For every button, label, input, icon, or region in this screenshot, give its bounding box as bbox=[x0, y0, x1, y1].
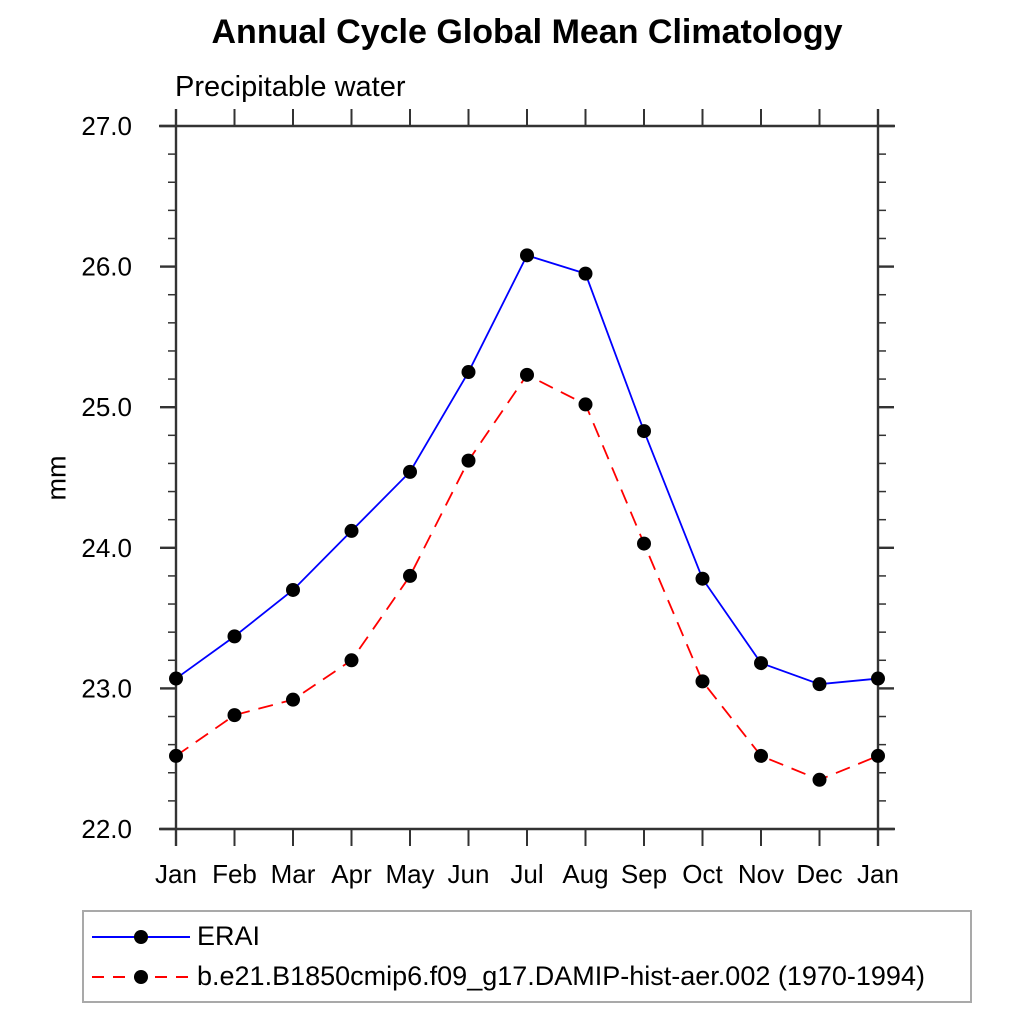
plot-frame bbox=[159, 109, 895, 846]
data-point-marker bbox=[520, 367, 534, 382]
x-axis-tick-label: Jan bbox=[857, 859, 899, 889]
x-axis-tick-label: Nov bbox=[738, 859, 784, 889]
data-point-marker bbox=[578, 266, 593, 281]
chart-title: Annual Cycle Global Mean Climatology bbox=[211, 13, 843, 51]
y-axis-tick-label: 26.0 bbox=[81, 252, 132, 282]
y-axis-tick-label: 22.0 bbox=[81, 814, 132, 844]
x-axis-tick-label: Sep bbox=[621, 859, 667, 889]
x-axis-tick-label: Jul bbox=[510, 859, 543, 889]
data-point-marker bbox=[812, 677, 827, 692]
x-axis-ticks bbox=[175, 109, 879, 846]
data-point-marker bbox=[286, 692, 300, 707]
series-line-0 bbox=[175, 254, 879, 686]
legend-label: b.e21.B1850cmip6.f09_g17.DAMIP-hist-aer.… bbox=[197, 961, 925, 991]
data-point-marker bbox=[695, 571, 710, 586]
x-axis-tick-label: Feb bbox=[212, 859, 257, 889]
legend-item: ERAI bbox=[89, 921, 970, 952]
y-axis-tick-label: 23.0 bbox=[81, 673, 132, 703]
x-axis-tick-label: Apr bbox=[331, 859, 372, 889]
series-markers-1 bbox=[169, 367, 885, 787]
data-point-marker bbox=[637, 536, 651, 551]
data-point-marker bbox=[871, 671, 885, 686]
data-point-marker bbox=[871, 748, 885, 763]
y-axis-tick-labels: 22.0 23.0 24.0 25.0 26.0 27.0 bbox=[81, 111, 132, 844]
legend-label: ERAI bbox=[197, 921, 261, 951]
data-point-marker bbox=[637, 424, 651, 439]
data-point-marker bbox=[812, 772, 827, 787]
x-axis-tick-label: Mar bbox=[271, 859, 316, 889]
x-axis-tick-label: Oct bbox=[682, 859, 723, 889]
data-point-marker bbox=[227, 708, 242, 723]
data-point-marker bbox=[578, 397, 593, 412]
series-line-1 bbox=[175, 373, 879, 781]
data-point-marker bbox=[344, 653, 359, 668]
x-axis-tick-labels: Jan Feb Mar Apr May Jun Jul Aug Sep Oct Nov Dec Jan bbox=[155, 859, 899, 889]
data-point-marker bbox=[695, 674, 710, 689]
x-axis-tick-label: Jun bbox=[448, 859, 490, 889]
series-markers-0 bbox=[169, 248, 885, 692]
legend-swatch-line-1 bbox=[92, 969, 190, 984]
data-point-marker bbox=[344, 523, 359, 538]
data-point-marker bbox=[403, 568, 417, 583]
data-point-marker bbox=[227, 629, 242, 644]
data-point-marker bbox=[461, 453, 476, 468]
data-point-marker bbox=[461, 365, 476, 380]
legend-swatch-line-0 bbox=[92, 929, 190, 944]
legend-marker-icon bbox=[134, 969, 148, 984]
data-point-marker bbox=[754, 656, 768, 671]
data-point-marker bbox=[169, 671, 183, 686]
data-point-marker bbox=[520, 248, 534, 263]
legend-box: ERAI b.e21.B1850cmip6.f09_g17.DAMIP-hist… bbox=[82, 910, 972, 1003]
legend-marker-icon bbox=[134, 929, 148, 944]
y-axis-tick-label: 24.0 bbox=[81, 533, 132, 563]
x-axis-tick-label: Jan bbox=[155, 859, 197, 889]
x-axis-tick-label: May bbox=[385, 859, 434, 889]
y-axis-ticks bbox=[160, 124, 894, 831]
data-point-marker bbox=[286, 582, 300, 597]
x-axis-tick-label: Aug bbox=[562, 859, 608, 889]
data-point-marker bbox=[754, 748, 768, 763]
data-point-marker bbox=[403, 464, 417, 479]
chart-subtitle: Precipitable water bbox=[175, 71, 406, 103]
legend-item: b.e21.B1850cmip6.f09_g17.DAMIP-hist-aer.… bbox=[89, 961, 970, 992]
y-axis-tick-label: 27.0 bbox=[81, 111, 132, 141]
y-axis-tick-label: 25.0 bbox=[81, 392, 132, 422]
x-axis-tick-label: Dec bbox=[796, 859, 842, 889]
data-point-marker bbox=[169, 748, 183, 763]
